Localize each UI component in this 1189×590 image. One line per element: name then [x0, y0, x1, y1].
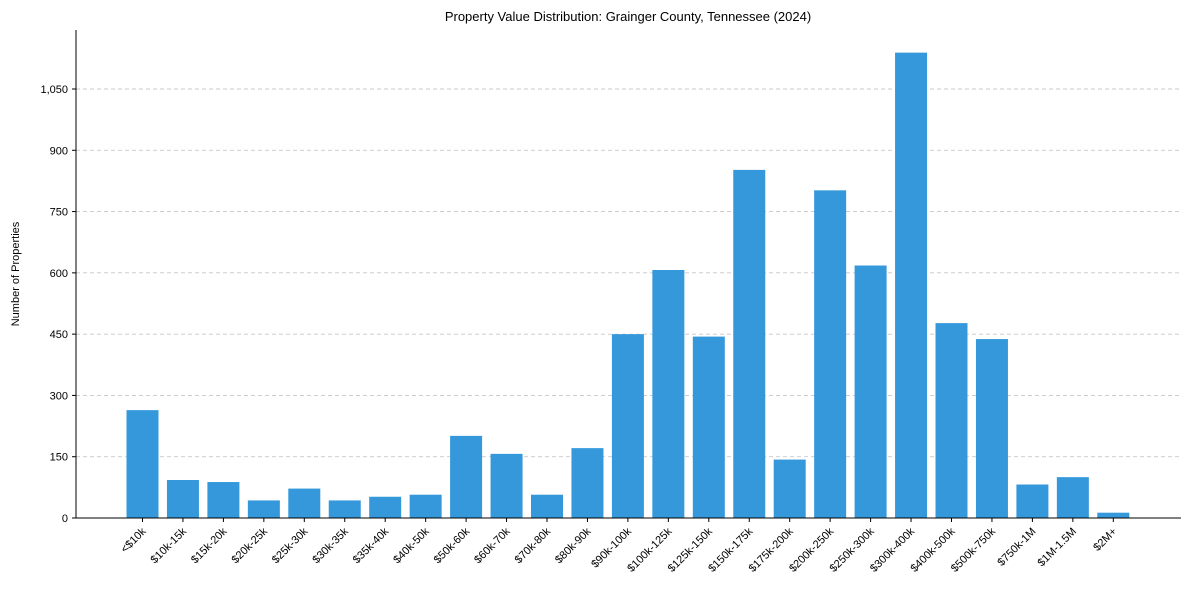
bar — [895, 52, 928, 518]
x-tick-label: <$10k — [119, 525, 149, 555]
bar — [733, 169, 766, 518]
x-tick-label: $80k-90k — [553, 525, 594, 566]
bar — [126, 410, 159, 518]
y-tick-label: 300 — [50, 390, 68, 402]
x-tick-label: $50k-60k — [432, 525, 473, 566]
x-axis-ticks: <$10k $10k-15k $15k-20k $20k-25k $25k-30k $30… — [119, 518, 1119, 575]
y-axis-label: Number of Properties — [10, 221, 22, 326]
y-tick-label: 150 — [50, 452, 68, 464]
bar — [409, 494, 442, 518]
bar — [692, 336, 725, 518]
x-tick-label: $70k-80k — [513, 525, 554, 566]
bar — [854, 265, 887, 518]
bar — [288, 488, 321, 518]
x-tick-label: $60k-70k — [472, 525, 513, 566]
y-tick-label: 900 — [50, 145, 68, 157]
x-tick-label: $750k-1M — [995, 526, 1038, 569]
bar — [773, 459, 806, 518]
bar — [571, 448, 604, 518]
x-tick-label: $15k-20k — [189, 525, 230, 566]
bar — [975, 339, 1008, 518]
bar — [247, 500, 280, 518]
bar — [490, 453, 523, 518]
bar — [935, 323, 968, 518]
x-tick-label: $500k-750k — [949, 525, 998, 574]
y-tick-label: 0 — [62, 513, 68, 525]
y-tick-label: 750 — [50, 207, 68, 219]
bar — [814, 190, 847, 518]
x-tick-label: $20k-25k — [229, 525, 270, 566]
x-tick-label: $35k-40k — [351, 525, 392, 566]
bar — [1016, 484, 1049, 518]
x-tick-label: $40k-50k — [391, 525, 432, 566]
x-tick-label: $1M-1.5M — [1035, 526, 1079, 570]
bar — [611, 334, 644, 518]
bar — [1056, 477, 1089, 518]
x-tick-label: $10k-15k — [149, 525, 190, 566]
bar — [328, 500, 361, 518]
x-tick-label: $2M+ — [1091, 526, 1119, 554]
bar — [207, 482, 240, 518]
bar — [166, 480, 199, 518]
bar — [531, 494, 563, 518]
x-tick-label: $25k-30k — [270, 525, 311, 566]
y-tick-label: 450 — [50, 329, 68, 341]
bar — [652, 269, 685, 518]
x-tick-label: $30k-35k — [310, 525, 351, 566]
chart-title: Property Value Distribution: Grainger Co… — [445, 9, 811, 24]
bars — [126, 52, 1130, 518]
y-axis-ticks: 0 150 300 450 600 750 900 1,050 — [40, 84, 76, 525]
y-tick-label: 1,050 — [40, 84, 68, 96]
y-tick-label: 600 — [50, 268, 68, 280]
bar — [1097, 512, 1130, 518]
bar — [369, 496, 402, 518]
bar — [450, 435, 483, 518]
